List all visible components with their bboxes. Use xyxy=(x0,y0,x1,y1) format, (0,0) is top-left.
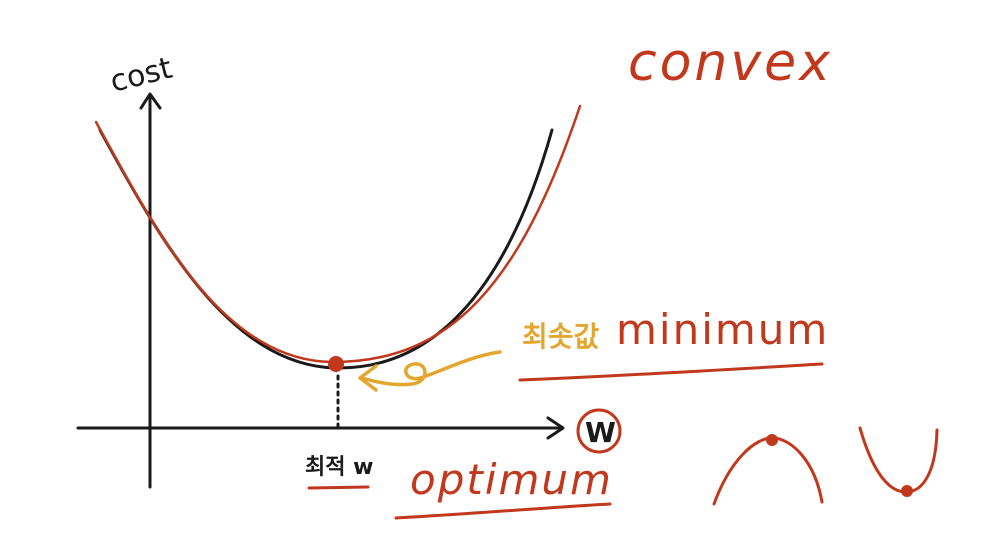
x-axis-label-circle xyxy=(576,408,622,454)
x-axis-arrowhead xyxy=(546,416,565,440)
optimal-w-underline xyxy=(307,485,370,490)
convex-label: convex xyxy=(628,33,833,93)
cost-curve-black xyxy=(98,128,554,370)
y-axis xyxy=(139,92,162,489)
y-axis-arrowhead xyxy=(139,92,162,110)
x-axis xyxy=(76,416,565,440)
x-axis-label: W xyxy=(585,416,616,449)
optimum-underline xyxy=(394,502,612,520)
minimum-korean-label: 최솟값 xyxy=(522,320,600,353)
concave-sketch-icon xyxy=(712,434,824,506)
convex-curve-red xyxy=(94,104,582,364)
y-axis-label: cost xyxy=(107,51,176,100)
optimal-w-label: 최적 w xyxy=(305,455,373,480)
minimum-underline xyxy=(518,362,824,382)
convex-sketch-icon xyxy=(858,426,939,497)
minimum-point xyxy=(328,356,344,372)
curly-arrow-icon xyxy=(358,350,502,392)
minimum-label: minimum xyxy=(616,305,829,354)
optimum-label: optimum xyxy=(410,455,613,504)
